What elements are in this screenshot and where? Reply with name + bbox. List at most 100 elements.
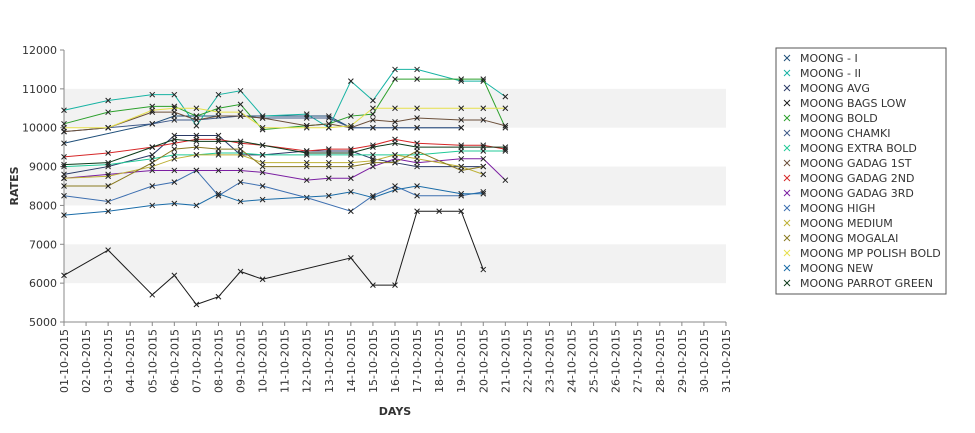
marker-stroke <box>303 177 310 184</box>
marker-stroke <box>370 282 376 288</box>
x-tick-label: 16-10-2015 <box>389 329 402 393</box>
series-moong-bags-low <box>61 208 487 308</box>
legend-label: MOONG BOLD <box>800 112 878 125</box>
marker-stroke <box>783 129 791 137</box>
marker-stroke <box>105 183 111 189</box>
data-point <box>149 120 156 127</box>
legend: MOONG - I MOONG - II MOONG AVG MOONG BAGS L… <box>775 47 947 295</box>
data-point <box>783 219 791 227</box>
data-point <box>370 124 376 131</box>
legend-label: MOONG GADAG 2ND <box>800 172 914 185</box>
data-point <box>303 194 310 201</box>
data-point <box>149 107 156 114</box>
data-point <box>105 97 111 104</box>
marker-stroke <box>171 179 178 185</box>
marker-stroke <box>105 124 111 131</box>
data-point <box>480 105 487 112</box>
data-point <box>325 124 332 131</box>
marker-stroke <box>105 198 111 205</box>
marker-stroke <box>237 138 244 145</box>
data-point <box>370 152 376 158</box>
legend-item: MOONG GADAG 3RD <box>783 187 914 200</box>
data-point <box>149 144 156 150</box>
data-point <box>370 282 376 288</box>
marker-stroke <box>370 157 376 164</box>
x-tick-label: 09-10-2015 <box>235 329 248 393</box>
data-point <box>259 276 266 283</box>
data-point <box>259 142 266 149</box>
marker-stroke <box>502 124 509 131</box>
legend-label: MOONG HIGH <box>800 202 875 215</box>
marker-stroke <box>193 152 200 158</box>
data-point <box>348 122 354 129</box>
marker-stroke <box>370 111 376 117</box>
data-point <box>61 212 67 218</box>
legend-label: MOONG NEW <box>800 262 873 275</box>
data-point <box>259 169 266 176</box>
marker-stroke <box>414 183 420 189</box>
data-point <box>392 105 398 112</box>
data-point <box>458 117 465 123</box>
data-point <box>783 279 791 287</box>
marker-stroke <box>259 142 266 149</box>
marker-stroke <box>480 171 487 178</box>
data-point <box>480 76 487 82</box>
marker-stroke <box>458 144 465 150</box>
marker-stroke <box>348 124 354 131</box>
legend-item: MOONG CHAMKI <box>783 127 890 140</box>
legend-label: MOONG - II <box>800 67 861 80</box>
marker-stroke <box>61 107 67 114</box>
marker-stroke <box>458 155 465 162</box>
marker-stroke <box>392 187 398 193</box>
marker-stroke <box>61 140 67 147</box>
x-tick-label: 31-10-2015 <box>720 329 733 393</box>
x-tick-label: 15-10-2015 <box>367 329 380 393</box>
data-point <box>348 113 354 119</box>
data-point <box>436 208 442 215</box>
data-point <box>171 117 178 123</box>
marker-stroke <box>61 161 67 168</box>
legend-label: MOONG EXTRA BOLD <box>800 142 917 155</box>
data-point <box>783 84 791 92</box>
legend-label: MOONG GADAG 1ST <box>800 157 912 170</box>
marker-stroke <box>193 144 200 150</box>
marker-stroke <box>480 163 487 170</box>
marker-stroke <box>193 117 200 123</box>
marker-stroke <box>259 124 266 131</box>
x-tick-label: 10-10-2015 <box>257 329 270 393</box>
x-tick-label: 21-10-2015 <box>499 329 512 393</box>
data-point <box>303 150 310 156</box>
marker-stroke <box>502 146 509 152</box>
data-point <box>783 204 791 212</box>
x-tick-label: 06-10-2015 <box>168 329 181 393</box>
marker-stroke <box>480 144 487 150</box>
data-point <box>61 183 67 189</box>
marker-stroke <box>325 150 332 156</box>
data-point <box>370 117 376 123</box>
marker-stroke <box>149 183 156 189</box>
marker-stroke <box>61 192 67 199</box>
marker-stroke <box>783 234 791 242</box>
marker-stroke <box>259 183 266 189</box>
legend-item: MOONG EXTRA BOLD <box>783 142 917 155</box>
data-point <box>458 190 465 197</box>
marker-stroke <box>370 194 376 201</box>
marker-stroke <box>458 124 465 131</box>
data-point <box>348 188 354 195</box>
x-tick-label: 11-10-2015 <box>279 329 292 393</box>
marker-stroke <box>480 155 487 162</box>
data-point <box>783 144 791 152</box>
marker-stroke <box>348 175 354 182</box>
data-point <box>392 66 398 73</box>
data-point <box>259 183 266 189</box>
data-point <box>414 115 420 121</box>
data-point <box>149 91 156 98</box>
data-point <box>348 208 354 215</box>
data-point <box>414 183 420 189</box>
data-point <box>215 152 222 158</box>
marker-stroke <box>348 208 354 215</box>
data-point <box>193 105 200 112</box>
marker-stroke <box>370 105 376 112</box>
legend-item: MOONG MP POLISH BOLD <box>783 247 941 260</box>
marker-stroke <box>480 76 487 82</box>
